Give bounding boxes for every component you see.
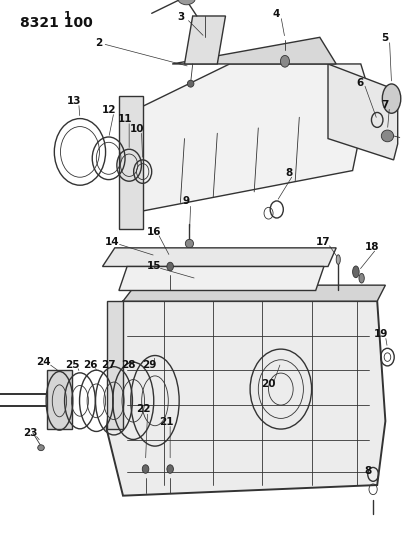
Text: 24: 24 (36, 357, 51, 367)
Text: 14: 14 (104, 237, 119, 247)
Text: 28: 28 (120, 360, 135, 369)
Text: 11: 11 (117, 115, 132, 124)
Ellipse shape (177, 0, 196, 5)
Text: 13: 13 (66, 96, 81, 106)
Ellipse shape (166, 262, 173, 271)
Ellipse shape (380, 130, 393, 142)
Ellipse shape (352, 266, 358, 278)
Ellipse shape (166, 465, 173, 473)
Text: 18: 18 (364, 243, 378, 252)
Text: 4: 4 (272, 10, 279, 19)
Text: 12: 12 (102, 106, 117, 115)
Ellipse shape (335, 255, 339, 264)
Text: 20: 20 (261, 379, 275, 389)
Text: 23: 23 (23, 428, 38, 438)
Text: 21: 21 (158, 417, 173, 427)
Ellipse shape (185, 239, 193, 248)
Text: 8: 8 (363, 466, 371, 475)
Ellipse shape (381, 84, 400, 114)
Polygon shape (327, 64, 397, 160)
Text: 7: 7 (380, 100, 387, 110)
Polygon shape (119, 96, 143, 229)
Ellipse shape (38, 445, 44, 451)
Polygon shape (172, 37, 335, 64)
Polygon shape (184, 16, 225, 64)
Text: 19: 19 (373, 329, 387, 339)
Text: 17: 17 (315, 237, 330, 247)
Text: 2: 2 (94, 38, 102, 47)
Polygon shape (131, 64, 368, 213)
Text: 5: 5 (380, 34, 387, 43)
Text: 22: 22 (136, 405, 151, 414)
Text: 29: 29 (142, 360, 157, 369)
Ellipse shape (280, 55, 289, 67)
Text: 3: 3 (177, 12, 184, 22)
Polygon shape (102, 248, 335, 266)
Text: 25: 25 (65, 360, 80, 369)
Text: 6: 6 (355, 78, 362, 87)
Text: 8321 100: 8321 100 (20, 16, 93, 30)
Polygon shape (123, 285, 384, 301)
Ellipse shape (187, 80, 193, 87)
Ellipse shape (142, 465, 148, 473)
Text: 15: 15 (146, 261, 161, 271)
Text: 1: 1 (64, 11, 71, 21)
Ellipse shape (358, 273, 364, 283)
Text: 27: 27 (101, 360, 116, 369)
Text: 10: 10 (130, 124, 144, 134)
Text: 9: 9 (182, 197, 189, 206)
Text: 8: 8 (284, 168, 292, 178)
Polygon shape (47, 370, 72, 429)
Text: 16: 16 (146, 227, 161, 237)
Polygon shape (106, 301, 123, 429)
Text: 26: 26 (83, 360, 97, 369)
Polygon shape (119, 266, 323, 290)
Polygon shape (106, 301, 384, 496)
